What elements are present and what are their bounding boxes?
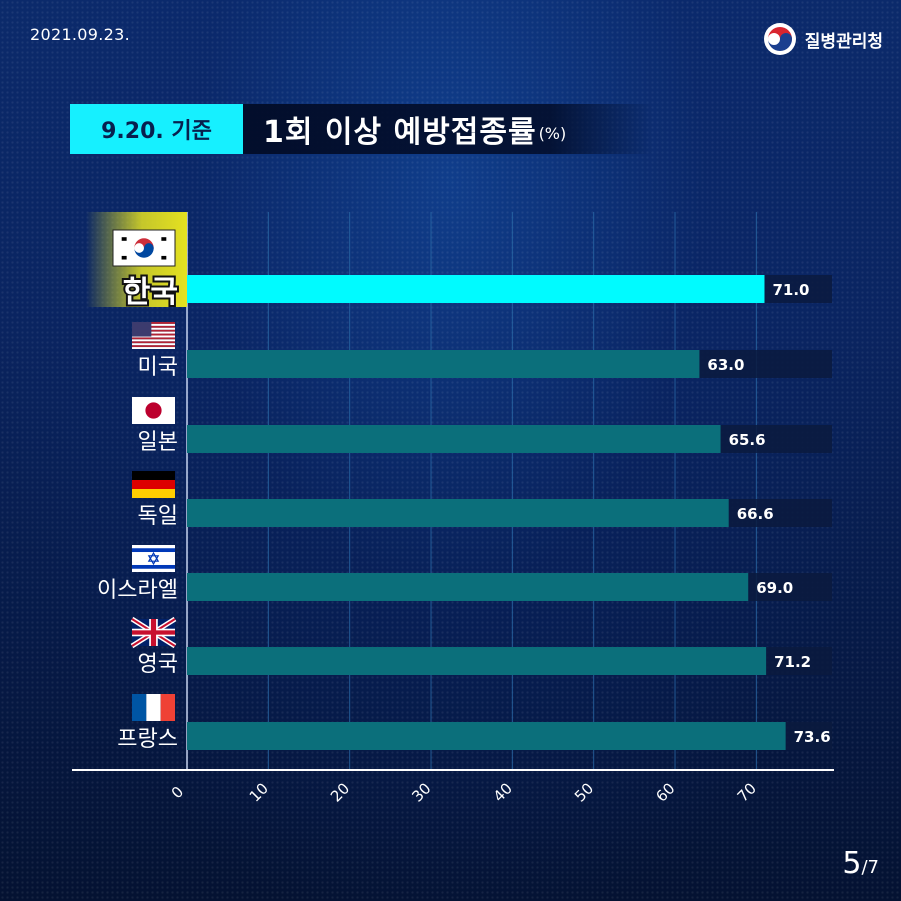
page-total: 7	[867, 857, 879, 878]
x-tick-label: 70	[734, 779, 760, 805]
bar	[187, 350, 700, 378]
category-label: 한국	[123, 275, 178, 310]
x-tick-label: 50	[571, 779, 597, 805]
value-label: 66.6	[737, 505, 774, 523]
x-tick-label: 30	[408, 779, 434, 805]
flag-uk-icon	[130, 616, 177, 649]
bar	[187, 499, 729, 527]
flag-korea-icon	[112, 229, 176, 267]
bar	[187, 647, 767, 675]
value-label: 65.6	[729, 431, 766, 449]
x-tick-label: 60	[652, 779, 678, 805]
flag-usa-icon	[132, 322, 175, 349]
chart-title: 1회 이상 예방접종률 (%)	[243, 104, 653, 154]
flag-japan-icon	[132, 397, 175, 424]
bar	[187, 722, 786, 750]
date-label: 2021.09.23.	[30, 25, 130, 44]
x-tick-label: 40	[490, 779, 516, 805]
category-label: 영국	[138, 652, 178, 677]
chart-title-text: 1회 이상 예방접종률	[263, 115, 537, 150]
value-label: 69.0	[756, 579, 793, 597]
page-indicator: 5 / 7	[842, 846, 879, 881]
bar	[187, 425, 721, 453]
date-basis-tag: 9.20. 기준	[70, 104, 243, 154]
kdca-emblem-icon	[763, 23, 796, 55]
category-label: 이스라엘	[97, 578, 178, 603]
category-label: 미국	[138, 355, 178, 380]
category-label: 독일	[138, 504, 178, 529]
x-tick-label: 10	[246, 779, 272, 805]
x-tick-label: 20	[327, 779, 353, 805]
flag-israel-icon	[132, 545, 175, 572]
category-label: 일본	[138, 430, 178, 455]
category-label: 프랑스	[117, 727, 178, 752]
value-label: 73.6	[794, 728, 831, 746]
chart-unit: (%)	[538, 123, 567, 143]
page-separator: /	[861, 857, 868, 878]
bar	[187, 573, 749, 601]
agency-logo: 질병관리청	[763, 22, 883, 56]
flag-france-icon	[132, 694, 175, 721]
x-tick-label: 0	[168, 783, 187, 802]
bar	[187, 275, 765, 303]
page-current: 5	[842, 846, 862, 881]
value-label: 63.0	[707, 356, 744, 374]
flag-germany-icon	[132, 471, 175, 498]
value-label: 71.0	[772, 281, 809, 299]
agency-name: 질병관리청	[804, 31, 883, 52]
value-label: 71.2	[774, 653, 811, 671]
